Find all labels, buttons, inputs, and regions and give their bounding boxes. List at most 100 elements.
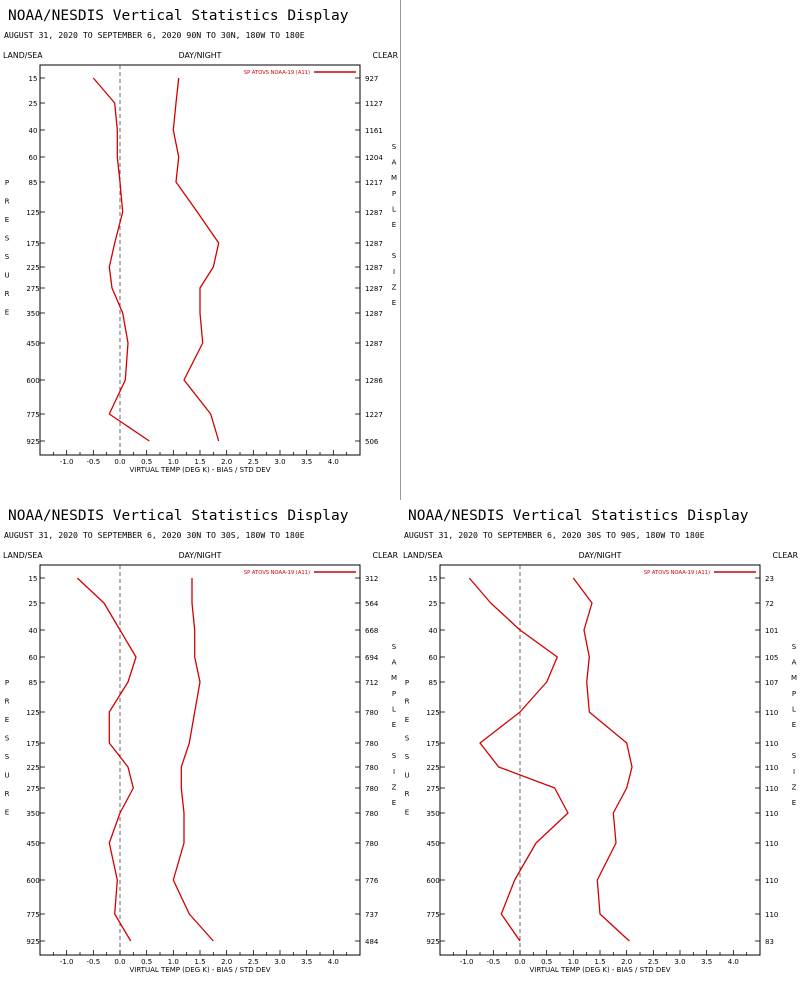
y2-axis-label-letter: A bbox=[392, 659, 397, 667]
y-axis-label-letter: E bbox=[5, 216, 9, 224]
plot-frame bbox=[439, 564, 761, 956]
sample-size-label: 110 bbox=[765, 877, 778, 885]
pressure-level-label: 775 bbox=[426, 911, 439, 919]
legend-label: SP ATOVS NOAA-19 (A11) bbox=[244, 570, 310, 576]
pressure-level-label: 450 bbox=[26, 840, 39, 848]
y-axis-label-letter: E bbox=[5, 309, 9, 317]
land-sea-label: LAND/SEA bbox=[3, 551, 43, 560]
chart-title: NOAA/NESDIS Vertical Statistics Display bbox=[8, 8, 349, 24]
x-tick-label: 2.0 bbox=[621, 958, 632, 966]
pressure-level-label: 275 bbox=[26, 785, 39, 793]
x-tick-label: 1.5 bbox=[194, 958, 205, 966]
pressure-level-label: 600 bbox=[426, 877, 439, 885]
pressure-level-label: 450 bbox=[26, 340, 39, 348]
pressure-level-label: 85 bbox=[429, 679, 438, 687]
x-tick-label: 2.0 bbox=[221, 458, 232, 466]
y-axis-label-letter: R bbox=[5, 290, 10, 298]
y-axis-label-letter: S bbox=[5, 735, 10, 743]
pressure-level-label: 225 bbox=[26, 264, 39, 272]
pressure-level-label: 275 bbox=[26, 285, 39, 293]
x-tick-label: 1.0 bbox=[168, 458, 179, 466]
pressure-level-label: 225 bbox=[426, 764, 439, 772]
land-sea-label: LAND/SEA bbox=[3, 51, 43, 60]
x-tick-label: 0.5 bbox=[541, 958, 552, 966]
land-sea-label: LAND/SEA bbox=[403, 551, 443, 560]
y-axis-label-letter: U bbox=[4, 272, 9, 280]
x-tick-label: 3.5 bbox=[301, 458, 312, 466]
pressure-level-label: 275 bbox=[426, 785, 439, 793]
y2-axis-label-letter: L bbox=[792, 705, 796, 713]
y-axis-label-letter: E bbox=[405, 809, 409, 817]
chart-panel-30n-30s: NOAA/NESDIS Vertical Statistics Display A… bbox=[0, 500, 400, 1000]
y2-axis-label-letter: Z bbox=[792, 783, 797, 791]
pressure-level-label: 85 bbox=[29, 679, 38, 687]
y2-axis-label-letter: S bbox=[392, 143, 397, 151]
y-axis-label-letter: S bbox=[5, 753, 10, 761]
y-axis-label-letter: R bbox=[5, 790, 10, 798]
y2-axis-label-letter: S bbox=[392, 252, 397, 260]
chart-title: NOAA/NESDIS Vertical Statistics Display bbox=[408, 508, 749, 524]
x-tick-label: 2.0 bbox=[221, 958, 232, 966]
sample-size-label: 694 bbox=[365, 654, 379, 662]
x-tick-label: -1.0 bbox=[460, 958, 474, 966]
sample-size-label: 312 bbox=[365, 575, 378, 583]
pressure-level-label: 25 bbox=[29, 100, 38, 108]
x-tick-label: 0.0 bbox=[514, 958, 525, 966]
x-tick-label: 3.5 bbox=[301, 958, 312, 966]
sample-size-label: 780 bbox=[365, 709, 378, 717]
pressure-level-label: 25 bbox=[29, 600, 38, 608]
y-axis-label-letter: S bbox=[405, 753, 410, 761]
pressure-level-label: 225 bbox=[26, 764, 39, 772]
pressure-level-label: 925 bbox=[26, 438, 39, 446]
chart-svg: NOAA/NESDIS Vertical Statistics Display A… bbox=[3, 508, 399, 974]
y2-axis-label-letter: E bbox=[792, 799, 796, 807]
sample-size-label: 1287 bbox=[365, 340, 383, 348]
plot-frame bbox=[39, 564, 361, 956]
y-axis-label-letter: S bbox=[405, 735, 410, 743]
y2-axis-label-letter: E bbox=[392, 221, 396, 229]
y-axis-label-letter: E bbox=[5, 716, 9, 724]
y2-axis-label-letter: Z bbox=[392, 783, 397, 791]
x-tick-label: 1.0 bbox=[168, 958, 179, 966]
sample-size-label: 23 bbox=[765, 575, 774, 583]
pressure-level-label: 40 bbox=[29, 127, 38, 135]
sample-size-label: 1286 bbox=[365, 377, 383, 385]
x-tick-label: -0.5 bbox=[86, 458, 100, 466]
y2-axis-label-letter: M bbox=[791, 674, 797, 682]
sample-size-label: 927 bbox=[365, 75, 378, 83]
sample-size-label: 110 bbox=[765, 810, 778, 818]
sample-size-label: 1287 bbox=[365, 240, 383, 248]
chart-panel-90n-30n: NOAA/NESDIS Vertical Statistics Display A… bbox=[0, 0, 400, 500]
sample-size-label: 780 bbox=[365, 764, 378, 772]
x-tick-label: -0.5 bbox=[486, 958, 500, 966]
chart-svg: NOAA/NESDIS Vertical Statistics Display A… bbox=[403, 508, 799, 974]
y2-axis-label-letter: E bbox=[392, 799, 396, 807]
y-axis-label-letter: S bbox=[5, 253, 10, 261]
pressure-level-label: 15 bbox=[29, 575, 38, 583]
y2-axis-label-letter: A bbox=[392, 159, 397, 167]
sample-size-label: 1204 bbox=[365, 154, 383, 162]
y-axis-label-letter: R bbox=[5, 698, 10, 706]
legend-label: SP ATOVS NOAA-19 (A11) bbox=[244, 70, 310, 76]
x-tick-label: 0.5 bbox=[141, 458, 152, 466]
x-tick-label: 4.0 bbox=[328, 458, 339, 466]
x-tick-label: 3.0 bbox=[674, 958, 685, 966]
sample-size-label: 1287 bbox=[365, 264, 383, 272]
bias-line bbox=[76, 577, 137, 942]
y2-axis-label-letter: I bbox=[793, 768, 795, 776]
day-night-label: DAY/NIGHT bbox=[179, 551, 222, 560]
sample-size-label: 1217 bbox=[365, 179, 383, 187]
pressure-level-label: 60 bbox=[29, 154, 38, 162]
y-axis-label-letter: U bbox=[4, 772, 9, 780]
sample-size-label: 101 bbox=[765, 627, 778, 635]
sample-size-label: 712 bbox=[365, 679, 378, 687]
legend-label: SP ATOVS NOAA-19 (A11) bbox=[644, 570, 710, 576]
x-tick-label: 3.5 bbox=[701, 958, 712, 966]
pressure-level-label: 775 bbox=[26, 411, 39, 419]
sample-size-label: 110 bbox=[765, 785, 778, 793]
x-tick-label: -0.5 bbox=[86, 958, 100, 966]
sample-size-label: 776 bbox=[365, 877, 379, 885]
x-tick-label: -1.0 bbox=[60, 458, 74, 466]
sample-size-label: 484 bbox=[365, 938, 379, 946]
sample-size-label: 1161 bbox=[365, 127, 383, 135]
